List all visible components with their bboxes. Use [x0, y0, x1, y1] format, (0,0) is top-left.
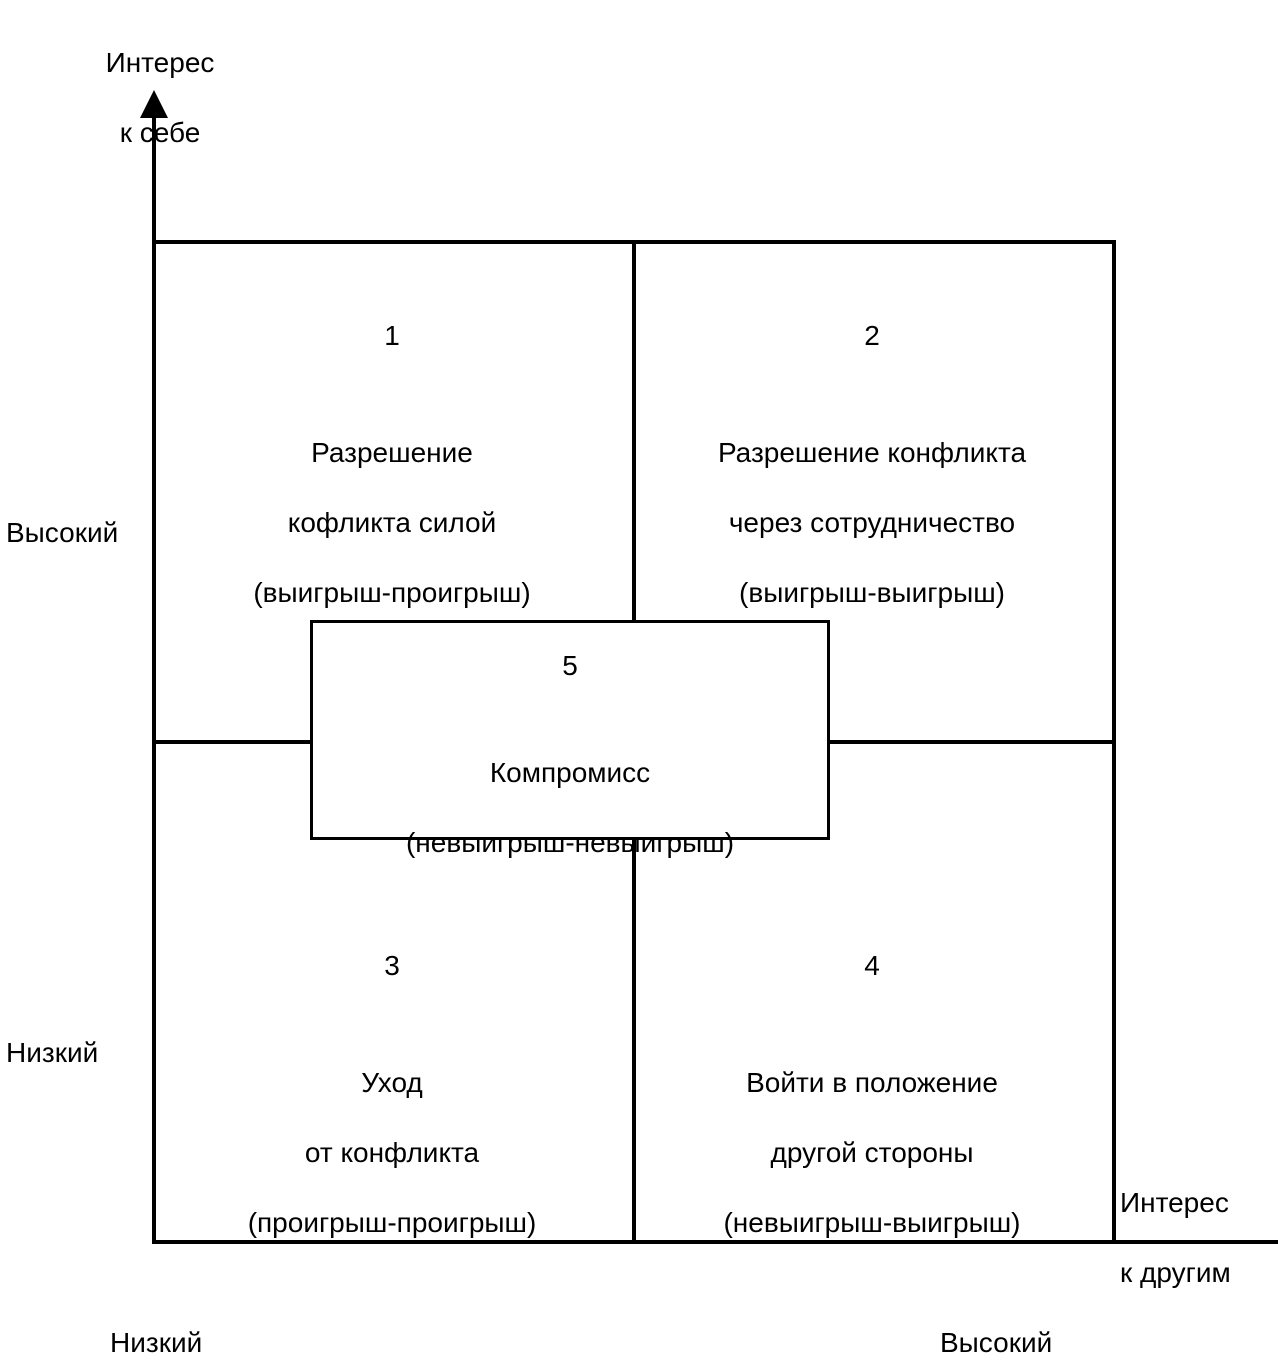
quadrant-2-text: Разрешение конфликта через сотрудничеств…	[632, 400, 1112, 610]
center-text: Компромисс (невыигрыш-невыигрыш)	[310, 720, 830, 860]
q3-line3: (проигрыш-проигрыш)	[248, 1207, 537, 1238]
y-axis-high-label: Высокий	[0, 480, 156, 550]
y-axis-title-line2: к себе	[120, 117, 201, 148]
quadrant-1-text: Разрешение кофликта силой (выигрыш-проиг…	[152, 400, 632, 610]
q2-line3: (выигрыш-выигрыш)	[739, 577, 1005, 608]
quadrant-2-number: 2	[632, 320, 1112, 352]
center-line1: Компромисс	[490, 757, 650, 788]
quadrant-4-number: 4	[632, 950, 1112, 982]
q2-line2: через сотрудничество	[729, 507, 1015, 538]
q1-line2: кофликта силой	[288, 507, 496, 538]
center-number: 5	[310, 650, 830, 682]
q3-line2: от конфликта	[305, 1137, 479, 1168]
y-low-text: Низкий	[6, 1037, 98, 1068]
x-axis-high-label: Высокий	[940, 1290, 1140, 1360]
x-axis-low-label: Низкий	[110, 1290, 310, 1360]
quadrant-3-text: Уход от конфликта (проигрыш-проигрыш)	[152, 1030, 632, 1240]
y-axis-arrowhead-icon	[140, 90, 168, 118]
x-axis-title-line2: к другим	[1120, 1257, 1231, 1288]
x-axis-title-line1: Интерес	[1120, 1187, 1229, 1218]
q1-line3: (выигрыш-проигрыш)	[253, 577, 530, 608]
q1-line1: Разрешение	[311, 437, 473, 468]
x-axis-title: Интерес к другим	[1120, 1150, 1278, 1290]
x-axis-line	[152, 1240, 1278, 1244]
diagram-canvas: Интерес к себе Высокий Низкий 1 Разрешен…	[0, 0, 1278, 1370]
x-high-text: Высокий	[940, 1327, 1052, 1358]
quadrant-3-number: 3	[152, 950, 632, 982]
quadrant-1-number: 1	[152, 320, 632, 352]
q2-line1: Разрешение конфликта	[718, 437, 1026, 468]
y-high-text: Высокий	[6, 517, 118, 548]
q4-line2: другой стороны	[771, 1137, 974, 1168]
y-axis-title: Интерес к себе	[60, 10, 260, 150]
quadrant-4-text: Войти в положение другой стороны (невыиг…	[632, 1030, 1112, 1240]
y-axis-title-line1: Интерес	[106, 47, 215, 78]
q3-line1: Уход	[361, 1067, 423, 1098]
center-line2: (невыигрыш-невыигрыш)	[406, 827, 734, 858]
q4-line1: Войти в положение	[746, 1067, 998, 1098]
q4-line3: (невыигрыш-выигрыш)	[723, 1207, 1020, 1238]
x-low-text: Низкий	[110, 1327, 202, 1358]
y-axis-low-label: Низкий	[0, 1000, 156, 1070]
